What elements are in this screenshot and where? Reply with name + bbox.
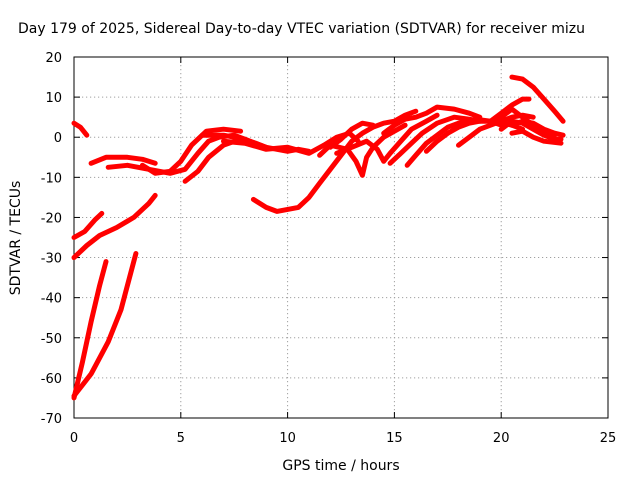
series-arc-25: [509, 74, 566, 124]
series-arc-6: [88, 154, 158, 166]
series-arc-4: [71, 251, 139, 399]
series-arc-21: [488, 96, 532, 124]
x-tick-label: 15: [386, 431, 403, 446]
y-tick-label: -10: [41, 171, 62, 186]
series-arc-3: [71, 259, 109, 401]
x-tick-label: 0: [70, 431, 78, 446]
y-tick-label: -70: [41, 412, 62, 427]
y-tick-label: -20: [41, 211, 62, 226]
chart-title: Day 179 of 2025, Sidereal Day-to-day VTE…: [18, 21, 585, 37]
x-tick-label: 10: [279, 431, 296, 446]
grid: [74, 57, 608, 418]
y-tick-label: 10: [45, 91, 62, 106]
y-tick-label: -60: [41, 372, 62, 387]
x-tick-label: 20: [493, 431, 510, 446]
y-tick-label: -30: [41, 252, 62, 267]
series-arc-1: [71, 210, 105, 240]
series-arc-16: [381, 104, 483, 136]
ticks: 0 5 10 15 20 25 -70 -60 -50 -40 -30 -20 -10 0 10 20: [41, 51, 617, 446]
series-arc-26: [509, 118, 566, 138]
series-arc-14: [327, 120, 376, 150]
series-arc-5: [71, 120, 90, 138]
series-arc-2: [71, 192, 158, 261]
series-arc-8: [139, 126, 244, 176]
y-tick-label: -50: [41, 332, 62, 347]
series-arc-15: [334, 112, 440, 164]
data-series: [71, 74, 566, 401]
series-arc-13: [317, 122, 408, 178]
x-tick-label: 25: [600, 431, 617, 446]
series-arc-23: [498, 118, 564, 142]
y-axis-label: SDTVAR / TECUs: [8, 181, 24, 296]
x-tick-label: 5: [177, 431, 185, 446]
plot-frame: [73, 56, 609, 419]
x-axis-label: GPS time / hours: [282, 458, 399, 474]
y-tick-label: 20: [45, 51, 62, 66]
series-arc-24: [509, 128, 564, 146]
y-tick-label: 0: [54, 131, 62, 146]
y-tick-label: -40: [41, 292, 62, 307]
series-arc-12: [250, 108, 419, 214]
